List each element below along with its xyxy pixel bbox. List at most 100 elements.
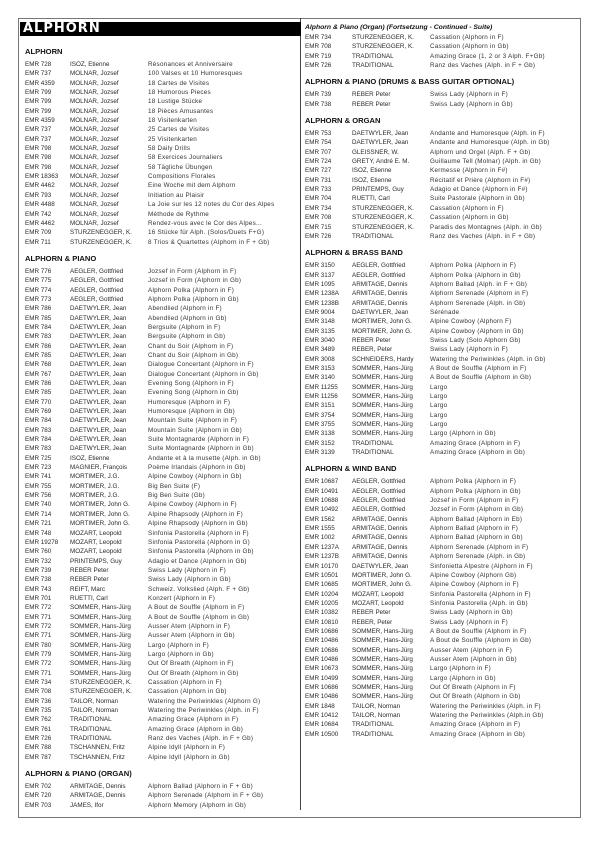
composer-name: MOLNAR, Jozsef [70, 70, 119, 78]
catalog-number: EMR 720 [25, 792, 52, 800]
work-title: Sinfonia Pastorella (Alphorn in F) [430, 590, 531, 598]
catalog-section: ALPHORN & ORGAN EMR 753 DAETWYLER, Jean And… [305, 116, 580, 241]
work-title: 25 Visitenkarten [148, 135, 198, 143]
catalog-row: EMR 787 TSCHANNEN, Fritz Alpine Idyll (Alp… [20, 753, 300, 762]
catalog-number: EMR 736 [25, 697, 52, 705]
catalog-row: EMR 10204 MOZART, Leopold Sinfonia Pastore… [305, 590, 580, 599]
composer-name: DAETWYLER, Jean [70, 333, 127, 341]
catalog-row: EMR 737 MOLNAR, Jozsef 100 Valses et 10 Hu… [20, 69, 300, 78]
work-title: Alpine Idyll (Alphorn in Gb) [148, 753, 230, 761]
work-title: Out Of Breath (Alphorn in F) [430, 683, 516, 691]
composer-name: SOMMER, Hans-Jürg [70, 641, 131, 649]
composer-name: MORTIMER, John G. [352, 318, 412, 326]
section-title: Alphorn & Piano (Organ) (Fortsetzung - C… [305, 24, 493, 31]
catalog-number: EMR 783 [25, 333, 52, 341]
catalog-number: EMR 798 [25, 163, 52, 171]
catalog-row: EMR 10492 AEGLER, Gottfried Jozsef in Form… [305, 505, 580, 514]
catalog-number: EMR 1237B [305, 553, 339, 561]
catalog-row: EMR 742 MOLNAR, Jozsef Méthode de Rythme [20, 210, 300, 219]
work-title: Largo (Alphorn in F) [148, 641, 209, 649]
composer-name: DAETWYLER, Jean [70, 445, 127, 453]
composer-name: AEGLER, Gottfried [352, 506, 406, 514]
work-title: Paradis des Montagnes (Alph. in Gb) [430, 223, 543, 231]
catalog-row: EMR 754 DAETWYLER, Jean Andante and Humore… [305, 138, 580, 147]
work-title: Alphorn Polka (Alphorn in F) [148, 286, 235, 294]
work-title: Mountain Suite (Alphorn in F) [148, 417, 238, 425]
composer-name: DAETWYLER, Jean [70, 361, 127, 369]
catalog-number: EMR 708 [25, 688, 52, 696]
catalog-number: EMR 3152 [305, 439, 335, 447]
composer-name: MOLNAR, Jozsef [70, 163, 119, 171]
work-title: 58 Daily Drills [148, 145, 191, 153]
work-title: Jozsef in Form (Alphorn in F) [148, 267, 237, 275]
composer-name: AEGLER, Gottfried [70, 267, 124, 275]
work-title: Jozsef in Form (Alphorn in Gb) [148, 277, 242, 285]
composer-name: SOMMER, Hans-Jürg [352, 402, 413, 410]
composer-name: SOMMER, Hans-Jürg [352, 655, 413, 663]
composer-name: MORTIMER, John G. [70, 501, 130, 509]
catalog-row: EMR 768 DAETWYLER, Jean Dialogue Concertan… [20, 360, 300, 369]
composer-name: DAETWYLER, Jean [70, 351, 127, 359]
catalog-row: EMR 783 DAETWYLER, Jean Mountain Suite (Al… [20, 426, 300, 435]
composer-name: ARMITAGE, Dennis [352, 553, 408, 561]
composer-name: REBER Peter [70, 566, 109, 574]
catalog-row: EMR 720 ARMITAGE, Dennis Alphorn Serenade … [20, 791, 300, 800]
composer-name: DAETWYLER, Jean [70, 436, 127, 444]
catalog-number: EMR 10486 [305, 655, 339, 663]
catalog-number: EMR 3151 [305, 402, 335, 410]
composer-name: REBER Peter [352, 609, 391, 617]
catalog-number: EMR 702 [25, 783, 52, 791]
catalog-number: EMR 748 [25, 529, 52, 537]
catalog-number: EMR 10500 [305, 730, 339, 738]
composer-name: ARMITAGE, Dennis [352, 290, 408, 298]
work-title: Amazing Grace (Alphorn in Gb) [148, 725, 244, 733]
composer-name: REBER Peter [352, 100, 391, 108]
composer-name: STURZENEGGER, K. [70, 679, 132, 686]
catalog-row: EMR 726 TRADITIONAL Ranz des Vaches (Alph.… [20, 734, 300, 743]
catalog-row: EMR 1555 ARMITAGE, Dennis Alphorn Ballad (… [305, 524, 580, 533]
catalog-number: EMR 786 [25, 380, 52, 387]
catalog-number: EMR 1095 [305, 280, 335, 288]
catalog-number: EMR 707 [305, 148, 332, 156]
catalog-row: EMR 784 DAETWYLER, Jean Suite Montagnarde … [20, 435, 300, 444]
catalog-number: EMR 9004 [305, 308, 335, 316]
catalog-number: EMR 3040 [305, 336, 335, 344]
work-title: Swiss Lady (Alphorn in Gb) [430, 100, 513, 108]
catalog-number: EMR 780 [25, 641, 52, 649]
catalog-row: EMR 799 MOLNAR, Jozsef 18 Humorous Pieces [20, 88, 300, 97]
composer-name: TAILOR, Norman [70, 707, 119, 715]
catalog-number: EMR 726 [305, 232, 332, 240]
catalog-row: EMR 771 SOMMER, Hans-Jürg Out Of Breath (A… [20, 669, 300, 678]
column-divider [300, 18, 301, 810]
composer-name: ARMITAGE, Dennis [352, 515, 408, 523]
catalog-number: EMR 740 [25, 501, 52, 509]
composer-name: AEGLER, Gottfried [70, 277, 124, 285]
catalog-row: EMR 4359 MOLNAR, Jozsef 18 Cartes de Visit… [20, 79, 300, 88]
composer-name: DAETWYLER, Jean [70, 408, 127, 416]
catalog-number: EMR 1555 [305, 525, 335, 533]
composer-name: ISOZ, Etienne [352, 167, 392, 175]
work-title: Humoresque (Alphorn in Gb) [148, 408, 235, 416]
composer-name: SOMMER, Hans-Jürg [70, 632, 131, 640]
catalog-row: EMR 1237B ARMITAGE, Dennis Alphorn Serenad… [305, 552, 580, 561]
work-title: Andante and Humoresque (Alph. in F) [430, 130, 545, 138]
catalog-row: EMR 784 DAETWYLER, Jean Mountain Suite (Al… [20, 416, 300, 425]
catalog-row: EMR 3148 MORTIMER, John G. Alpine Cowboy (… [305, 317, 580, 326]
composer-name: SOMMER, Hans-Jürg [352, 393, 413, 400]
composer-name: SOMMER, Hans-Jürg [352, 421, 413, 429]
composer-name: SOMMER, Hans-Jürg [70, 613, 131, 621]
composer-name: SOMMER, Hans-Jürg [70, 669, 131, 677]
catalog-row: EMR 709 STURZENEGGER, K. 16 Stücke für Alp… [20, 228, 300, 237]
catalog-number: EMR 4359 [25, 117, 55, 125]
work-title: Amazing Grace (1, 2 or 3 Alph. F+Gb) [430, 52, 545, 60]
composer-name: MOZART, Leopold [352, 599, 404, 607]
work-title: Kermesse (Alphorn in F#) [430, 167, 508, 175]
work-title: Amazing Grace (Alphorn in F) [430, 439, 521, 447]
catalog-row: EMR 737 MOLNAR, Jozsef 25 Visitenkarten [20, 135, 300, 144]
catalog-row: EMR 739 REBER Peter Swiss Lady (Alphorn in… [305, 90, 580, 99]
catalog-number: EMR 771 [25, 613, 52, 621]
catalog-row: EMR 799 MOLNAR, Jozsef 18 Pièces Amusantes [20, 107, 300, 116]
catalog-row: EMR 719 TRADITIONAL Amazing Grace (1, 2 or… [305, 52, 580, 61]
catalog-row: EMR 10412 TAILOR, Norman Watering the Peri… [305, 711, 580, 720]
composer-name: DAETWYLER, Jean [70, 314, 127, 322]
